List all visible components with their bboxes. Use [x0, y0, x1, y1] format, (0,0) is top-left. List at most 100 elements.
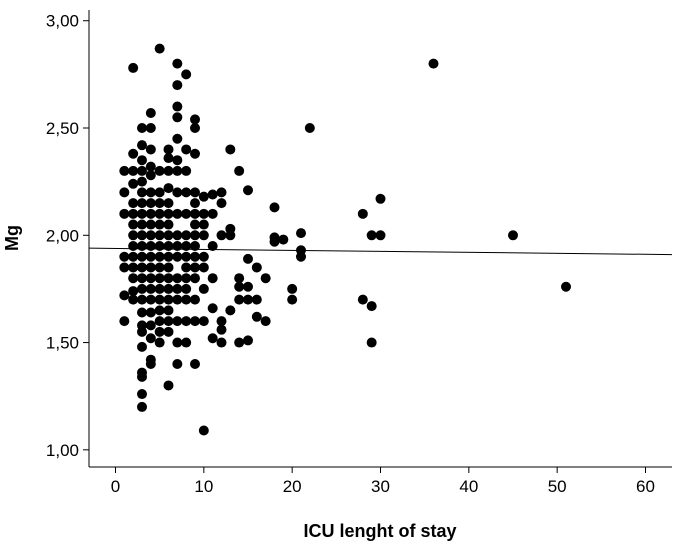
x-tick-label: 40 — [459, 477, 478, 496]
data-point — [216, 316, 227, 327]
data-point — [119, 316, 130, 327]
data-point — [251, 311, 262, 322]
data-point — [128, 178, 139, 189]
data-point — [172, 165, 183, 176]
data-point — [128, 262, 139, 273]
data-point — [269, 202, 280, 213]
data-point — [190, 230, 200, 241]
x-tick-label: 60 — [636, 477, 655, 496]
data-point — [154, 273, 165, 284]
data-point — [172, 208, 183, 219]
data-point — [128, 241, 139, 252]
data-point — [216, 324, 227, 335]
data-point — [181, 316, 192, 327]
data-point — [172, 133, 183, 144]
data-point — [216, 337, 227, 348]
data-point — [198, 219, 209, 230]
data-point — [198, 230, 209, 241]
data-point — [137, 176, 147, 187]
data-point — [198, 425, 209, 436]
data-point — [119, 262, 130, 273]
data-point — [225, 305, 236, 316]
data-point — [366, 301, 377, 312]
data-point — [145, 230, 156, 241]
data-point — [137, 371, 147, 382]
data-point — [243, 294, 253, 305]
data-point — [172, 155, 183, 166]
data-point — [181, 230, 192, 241]
data-point — [145, 198, 156, 209]
data-point — [137, 241, 147, 252]
data-point — [154, 305, 165, 316]
data-point — [137, 341, 147, 352]
data-point — [145, 241, 156, 252]
data-point — [154, 294, 165, 305]
data-point — [128, 208, 139, 219]
data-point — [296, 228, 306, 239]
data-point — [172, 359, 183, 370]
data-point — [163, 230, 174, 241]
data-point — [163, 380, 174, 391]
data-point — [172, 241, 183, 252]
data-point — [172, 294, 183, 305]
data-point — [216, 198, 227, 209]
data-point — [172, 283, 183, 294]
data-point — [251, 262, 262, 273]
data-point — [154, 251, 165, 262]
data-point — [190, 123, 200, 134]
data-point — [128, 219, 139, 230]
data-point — [154, 187, 165, 198]
data-point — [137, 219, 147, 230]
data-point — [172, 112, 183, 123]
data-point — [137, 294, 147, 305]
data-point — [137, 307, 147, 318]
data-point — [154, 262, 165, 273]
data-point — [145, 107, 156, 118]
data-point — [128, 251, 139, 262]
data-point — [181, 273, 192, 284]
data-point — [145, 170, 156, 181]
data-point — [198, 191, 209, 202]
data-point — [198, 208, 209, 219]
data-point — [128, 165, 139, 176]
data-point — [225, 230, 236, 241]
data-point — [145, 219, 156, 230]
data-point — [287, 294, 298, 305]
data-point — [243, 335, 253, 346]
data-point — [198, 251, 209, 262]
data-point — [128, 294, 139, 305]
data-point — [163, 144, 174, 155]
data-point — [163, 283, 174, 294]
data-point — [145, 208, 156, 219]
data-point — [145, 307, 156, 318]
data-point — [163, 262, 174, 273]
data-point — [190, 316, 200, 327]
data-point — [287, 283, 298, 294]
data-point — [145, 161, 156, 172]
data-point — [181, 69, 192, 80]
data-point — [163, 165, 174, 176]
data-point — [269, 236, 280, 247]
data-point — [145, 294, 156, 305]
data-point — [216, 187, 227, 198]
x-tick-label: 50 — [548, 477, 567, 496]
data-point — [137, 273, 147, 284]
data-point — [243, 281, 253, 292]
data-point — [154, 208, 165, 219]
data-point — [145, 359, 156, 370]
data-point — [357, 208, 368, 219]
data-point — [145, 283, 156, 294]
data-point — [137, 187, 147, 198]
x-tick-label: 20 — [283, 477, 302, 496]
data-point — [154, 316, 165, 327]
data-point — [128, 273, 139, 284]
data-point — [145, 251, 156, 262]
data-point — [172, 251, 183, 262]
data-point — [190, 262, 200, 273]
data-point — [137, 262, 147, 273]
data-point — [181, 251, 192, 262]
data-point — [190, 294, 200, 305]
data-point — [172, 187, 183, 198]
data-point — [119, 290, 130, 301]
y-axis-ticks: 1,00 1,50 2,00 2,50 3,00 — [46, 12, 89, 460]
